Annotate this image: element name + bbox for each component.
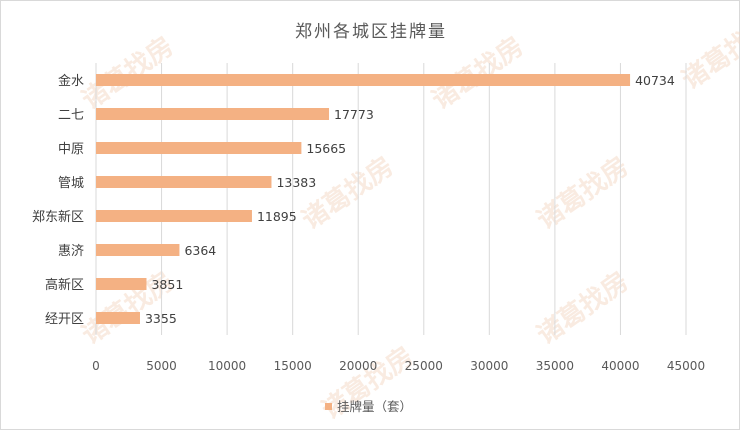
bar bbox=[96, 74, 631, 86]
bars bbox=[96, 74, 631, 324]
x-tick-label: 25000 bbox=[405, 359, 443, 373]
data-label: 3355 bbox=[145, 311, 177, 326]
y-category-label: 二七 bbox=[58, 108, 84, 123]
bar bbox=[96, 278, 147, 290]
chart-title: 郑州各城区挂牌量 bbox=[295, 22, 447, 42]
legend: 挂牌量（套） bbox=[325, 399, 412, 414]
legend-label: 挂牌量（套） bbox=[337, 399, 412, 414]
watermark-text: 诸葛找房 bbox=[532, 151, 634, 235]
y-category-label: 金水 bbox=[58, 73, 84, 89]
x-tick-label: 5000 bbox=[146, 359, 177, 373]
y-category-label: 经开区 bbox=[45, 312, 84, 327]
data-label: 13383 bbox=[276, 175, 316, 190]
data-label: 40734 bbox=[635, 73, 675, 88]
x-tick-label: 15000 bbox=[274, 359, 312, 373]
x-tick-label: 35000 bbox=[536, 359, 574, 373]
data-label: 6364 bbox=[184, 243, 216, 258]
bar bbox=[96, 108, 330, 120]
x-tick-label: 10000 bbox=[208, 359, 246, 373]
y-category-label: 郑东新区 bbox=[32, 209, 84, 225]
bar bbox=[96, 142, 302, 154]
x-tick-label: 40000 bbox=[601, 359, 639, 373]
watermark-text: 诸葛找房 bbox=[297, 151, 399, 235]
x-tick-label: 20000 bbox=[339, 359, 377, 373]
bar bbox=[96, 244, 180, 256]
data-label: 3851 bbox=[151, 277, 183, 292]
data-label: 17773 bbox=[334, 107, 374, 122]
watermark-text: 诸葛找房 bbox=[532, 266, 634, 350]
data-label: 11895 bbox=[257, 209, 297, 224]
bar bbox=[96, 312, 140, 324]
data-label: 15665 bbox=[306, 141, 346, 156]
y-category-label: 管城 bbox=[58, 176, 84, 191]
x-tick-label: 0 bbox=[92, 359, 100, 373]
y-category-label: 高新区 bbox=[45, 277, 84, 293]
watermark-text: 诸葛找房 bbox=[77, 31, 179, 115]
legend-swatch bbox=[325, 403, 332, 410]
y-category-label: 中原 bbox=[58, 142, 84, 157]
bar bbox=[96, 176, 272, 188]
watermark-text: 诸葛找房 bbox=[427, 31, 529, 115]
bar bbox=[96, 210, 252, 222]
y-category-label: 惠济 bbox=[58, 244, 84, 259]
labels: 0 5000 10000 15000 20000 25000 30000 35000 40000… bbox=[32, 73, 705, 373]
x-tick-label: 30000 bbox=[470, 359, 508, 373]
x-tick-label: 45000 bbox=[667, 359, 705, 373]
